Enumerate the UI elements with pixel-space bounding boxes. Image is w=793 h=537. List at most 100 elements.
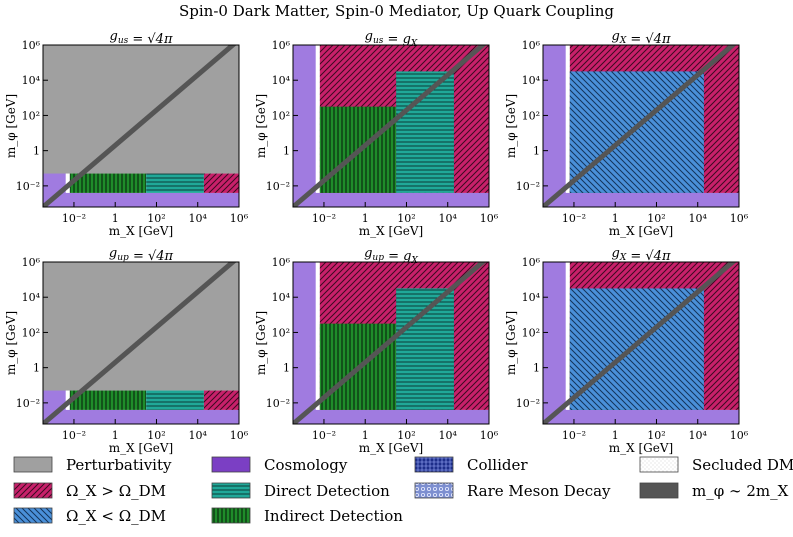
x-tick-label: 1 [612, 429, 619, 442]
legend-entry: m_φ ∼ 2m_X [639, 482, 789, 500]
x-tick-label: 1 [612, 212, 619, 225]
legend-entry: Ω_X > Ω_DM [13, 482, 166, 500]
legend-entry: Direct Detection [211, 482, 390, 500]
x-tick-label: 10⁻² [312, 212, 336, 225]
region-cosmology-left [543, 45, 566, 207]
y-tick-label: 10⁻² [516, 180, 540, 193]
legend-swatch [13, 507, 53, 524]
legend-entry: Secluded DM [639, 456, 793, 474]
panel-title: gX = √4π [611, 29, 670, 47]
x-tick-label: 1 [362, 212, 369, 225]
x-tick-label: 10⁻² [312, 429, 336, 442]
region-cosmology-left [293, 45, 316, 207]
x-tick-label: 1 [112, 212, 119, 225]
x-tick-label: 10⁻² [562, 429, 586, 442]
region-cosmology-left [293, 262, 316, 424]
y-tick-label: 1 [33, 362, 40, 375]
legend-swatch [211, 456, 251, 473]
x-tick-label: 10⁴ [189, 212, 208, 225]
x-tick-label: 10⁶ [730, 212, 749, 225]
region-cosmology-bottom [293, 192, 489, 207]
y-tick-label: 10⁶ [22, 39, 41, 52]
x-tick-label: 10⁴ [439, 212, 458, 225]
x-tick-label: 10² [647, 429, 665, 442]
line-mphi-2mx [543, 262, 737, 424]
plot-frame [542, 261, 740, 425]
region-direct-detection [146, 173, 204, 193]
x-tick-label: 10⁶ [230, 429, 249, 442]
y-tick-label: 10⁻² [516, 397, 540, 410]
y-tick-label: 10⁻² [16, 397, 40, 410]
y-tick-label: 10⁴ [522, 291, 541, 304]
x-axis-label: m_X [GeV] [109, 441, 173, 455]
y-axis-label: m_φ [GeV] [4, 94, 18, 158]
legend-entry: Cosmology [211, 456, 348, 474]
legend-label: Ω_X < Ω_DM [66, 507, 166, 525]
legend-entry: Indirect Detection [211, 507, 403, 525]
legend-entry: Collider [414, 456, 528, 474]
plot-frame [42, 44, 240, 208]
y-tick-label: 10⁴ [22, 291, 41, 304]
panel-title: gup = √4π [109, 246, 174, 264]
y-axis-label: m_φ [GeV] [504, 94, 518, 158]
legend-label: Rare Meson Decay [467, 482, 611, 500]
x-tick-label: 10⁶ [480, 212, 499, 225]
legend-entry: Rare Meson Decay [414, 482, 611, 500]
region-cosmology-left [543, 262, 566, 424]
y-tick-label: 10⁻² [16, 180, 40, 193]
panel-2: 10⁻² 1 10² 10⁴ 10⁶ 10⁶ 10⁴ 10² 1 10⁻² gus = gX m_X … [254, 29, 499, 238]
legend-label: Indirect Detection [264, 507, 403, 525]
legend-swatch [211, 507, 251, 524]
x-tick-label: 10⁶ [230, 212, 249, 225]
y-axis-label: m_φ [GeV] [254, 311, 268, 375]
panel-1: 10⁻² 1 10² 10⁴ 10⁶ 10⁶ 10⁴ 10² 1 10⁻² gus = √4π m_X… [4, 29, 249, 238]
plot-frame [292, 261, 490, 425]
region-cosmology-bottom [543, 409, 739, 424]
y-tick-label: 10⁴ [272, 74, 291, 87]
x-axis-label: m_X [GeV] [359, 224, 423, 238]
legend-swatch [414, 482, 454, 499]
x-tick-label: 10⁶ [480, 429, 499, 442]
region-indirect-detection [69, 173, 147, 193]
legend-swatch [13, 482, 53, 499]
line-mphi-2mx [293, 45, 487, 207]
plot-frame [292, 44, 490, 208]
x-tick-label: 1 [112, 429, 119, 442]
x-tick-label: 10⁴ [689, 212, 708, 225]
x-tick-label: 10² [147, 429, 165, 442]
y-tick-label: 10⁶ [22, 256, 41, 269]
y-tick-label: 10⁶ [522, 256, 541, 269]
panel-title: gX = √4π [611, 246, 670, 264]
y-tick-label: 10⁻² [266, 397, 290, 410]
x-tick-label: 1 [362, 429, 369, 442]
line-mphi-2mx [293, 262, 487, 424]
region-cosmology-bottom [293, 409, 489, 424]
x-tick-label: 10⁻² [562, 212, 586, 225]
x-axis-label: m_X [GeV] [609, 441, 673, 455]
legend-label: Collider [467, 456, 528, 474]
y-tick-label: 10² [22, 109, 40, 122]
y-tick-label: 10⁶ [272, 39, 291, 52]
y-tick-label: 10² [522, 326, 540, 339]
x-tick-label: 10⁻² [62, 212, 86, 225]
line-mphi-2mx [43, 45, 237, 207]
panel-6: 10⁻² 1 10² 10⁴ 10⁶ 10⁶ 10⁴ 10² 1 10⁻² gX = √4π m_X … [504, 246, 749, 455]
legend-swatch [414, 456, 454, 473]
x-tick-label: 10² [147, 212, 165, 225]
x-axis-label: m_X [GeV] [359, 441, 423, 455]
x-tick-label: 10⁴ [189, 429, 208, 442]
panel-5: 10⁻² 1 10² 10⁴ 10⁶ 10⁶ 10⁴ 10² 1 10⁻² gup = gX m_X … [254, 246, 499, 455]
y-tick-label: 10² [22, 326, 40, 339]
y-tick-label: 10² [272, 326, 290, 339]
legend-label: Cosmology [264, 456, 348, 474]
x-tick-label: 10⁴ [689, 429, 708, 442]
line-mphi-2mx [43, 262, 237, 424]
plot-frame [42, 261, 240, 425]
y-tick-label: 10² [272, 109, 290, 122]
plot-frame [542, 44, 740, 208]
legend-label: m_φ ∼ 2m_X [692, 482, 789, 500]
region-cosmology-bottom [43, 409, 239, 424]
y-axis-label: m_φ [GeV] [254, 94, 268, 158]
region--x-dm [203, 173, 239, 193]
